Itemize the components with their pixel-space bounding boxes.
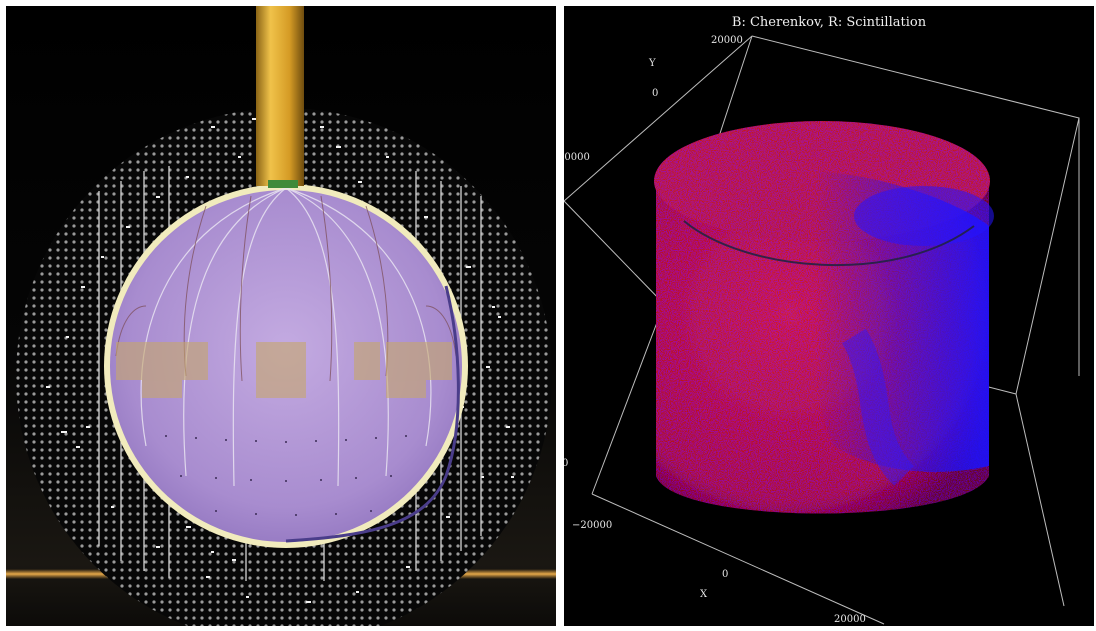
- chimney: [256, 6, 304, 186]
- vessel-dots: [165, 435, 407, 516]
- photon-plot: [564, 35, 1080, 625]
- y-tick-zero: 0: [652, 88, 659, 99]
- inner-ring: [683, 220, 975, 267]
- y-axis-label: Y: [649, 58, 656, 69]
- chimney-collar: [268, 180, 298, 188]
- photon-plot-panel: B: Cherenkov, R: Scintillation 20000 Y 0…: [564, 6, 1094, 626]
- calibration-boxes: [116, 342, 452, 398]
- x-tick-zero: 0: [722, 569, 729, 580]
- photon-cylinder: [654, 121, 994, 514]
- vessel-ribs: [140, 187, 432, 487]
- x-tick-pos: 20000: [834, 614, 866, 625]
- x-tick-neg: −20000: [572, 520, 613, 531]
- z-tick-partial: 0: [564, 458, 569, 469]
- white-speckles: [46, 118, 514, 603]
- calibration-cable: [285, 285, 460, 543]
- detector-render: [6, 6, 556, 626]
- plot-title: B: Cherenkov, R: Scintillation: [731, 15, 927, 30]
- y-tick-top: 20000: [711, 35, 743, 46]
- detector-render-panel: [6, 6, 556, 626]
- y-tick-left: 20000: [564, 152, 590, 163]
- x-axis-label: X: [700, 589, 708, 600]
